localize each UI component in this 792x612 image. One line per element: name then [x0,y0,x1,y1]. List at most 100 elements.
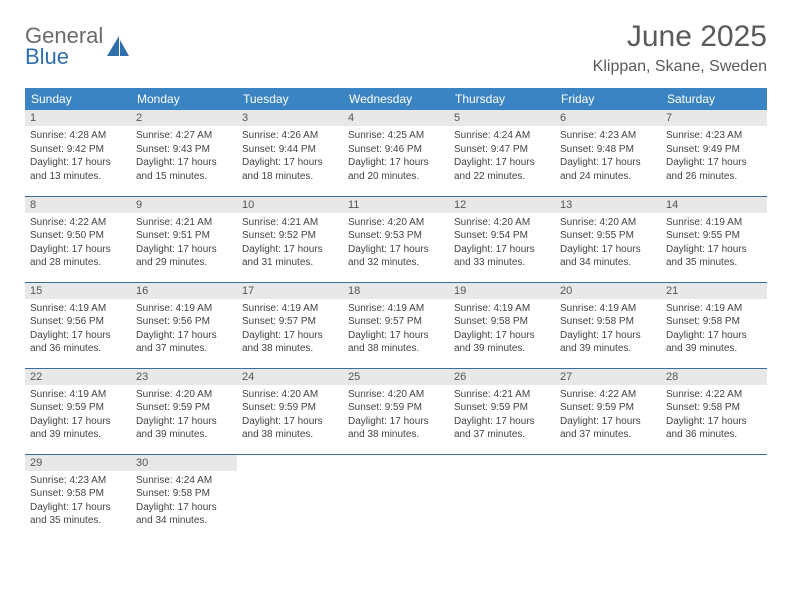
sunset-line: Sunset: 9:58 PM [30,488,104,499]
day-body: Sunrise: 4:26 AMSunset: 9:44 PMDaylight:… [237,126,343,187]
sunset-line: Sunset: 9:50 PM [30,230,104,241]
day-cell: 19Sunrise: 4:19 AMSunset: 9:58 PMDayligh… [449,282,555,368]
day-cell: 27Sunrise: 4:22 AMSunset: 9:59 PMDayligh… [555,368,661,454]
day-cell: 25Sunrise: 4:20 AMSunset: 9:59 PMDayligh… [343,368,449,454]
day-cell: 13Sunrise: 4:20 AMSunset: 9:55 PMDayligh… [555,196,661,282]
day-number-empty [343,455,449,471]
day-cell: 18Sunrise: 4:19 AMSunset: 9:57 PMDayligh… [343,282,449,368]
day-body: Sunrise: 4:19 AMSunset: 9:56 PMDaylight:… [25,299,131,360]
sunrise-line: Sunrise: 4:22 AM [30,217,106,228]
calendar-body: 1Sunrise: 4:28 AMSunset: 9:42 PMDaylight… [25,110,767,540]
day-number: 27 [555,369,661,385]
sunrise-line: Sunrise: 4:28 AM [30,130,106,141]
sunset-line: Sunset: 9:47 PM [454,144,528,155]
daylight-line: Daylight: 17 hours and 39 minutes. [666,330,747,355]
sunset-line: Sunset: 9:56 PM [30,316,104,327]
sunset-line: Sunset: 9:46 PM [348,144,422,155]
day-body: Sunrise: 4:22 AMSunset: 9:58 PMDaylight:… [661,385,767,446]
day-number: 23 [131,369,237,385]
sunrise-line: Sunrise: 4:24 AM [136,475,212,486]
sunrise-line: Sunrise: 4:20 AM [454,217,530,228]
day-body: Sunrise: 4:19 AMSunset: 9:58 PMDaylight:… [449,299,555,360]
day-number: 30 [131,455,237,471]
sunrise-line: Sunrise: 4:23 AM [560,130,636,141]
day-cell: 30Sunrise: 4:24 AMSunset: 9:58 PMDayligh… [131,454,237,540]
daylight-line: Daylight: 17 hours and 35 minutes. [666,244,747,269]
day-number: 17 [237,283,343,299]
sunrise-line: Sunrise: 4:19 AM [560,303,636,314]
calendar-table: SundayMondayTuesdayWednesdayThursdayFrid… [25,88,767,540]
daylight-line: Daylight: 17 hours and 28 minutes. [30,244,111,269]
sunrise-line: Sunrise: 4:24 AM [454,130,530,141]
sunset-line: Sunset: 9:58 PM [666,402,740,413]
daylight-line: Daylight: 17 hours and 38 minutes. [242,416,323,441]
daylight-line: Daylight: 17 hours and 36 minutes. [30,330,111,355]
sunset-line: Sunset: 9:59 PM [30,402,104,413]
sunset-line: Sunset: 9:44 PM [242,144,316,155]
daylight-line: Daylight: 17 hours and 20 minutes. [348,157,429,182]
sunset-line: Sunset: 9:55 PM [666,230,740,241]
daylight-line: Daylight: 17 hours and 33 minutes. [454,244,535,269]
daylight-line: Daylight: 17 hours and 26 minutes. [666,157,747,182]
day-cell: 29Sunrise: 4:23 AMSunset: 9:58 PMDayligh… [25,454,131,540]
day-number-empty [555,455,661,471]
day-number: 15 [25,283,131,299]
daylight-line: Daylight: 17 hours and 18 minutes. [242,157,323,182]
day-number-empty [661,455,767,471]
daylight-line: Daylight: 17 hours and 24 minutes. [560,157,641,182]
sunrise-line: Sunrise: 4:19 AM [454,303,530,314]
day-cell: 21Sunrise: 4:19 AMSunset: 9:58 PMDayligh… [661,282,767,368]
sunrise-line: Sunrise: 4:19 AM [136,303,212,314]
day-body: Sunrise: 4:27 AMSunset: 9:43 PMDaylight:… [131,126,237,187]
day-number: 18 [343,283,449,299]
daylight-line: Daylight: 17 hours and 31 minutes. [242,244,323,269]
sunrise-line: Sunrise: 4:21 AM [242,217,318,228]
day-number: 14 [661,197,767,213]
day-body: Sunrise: 4:19 AMSunset: 9:58 PMDaylight:… [555,299,661,360]
day-cell: 1Sunrise: 4:28 AMSunset: 9:42 PMDaylight… [25,110,131,196]
daylight-line: Daylight: 17 hours and 38 minutes. [348,416,429,441]
brand-logo: General Blue [25,20,131,68]
sunrise-line: Sunrise: 4:20 AM [560,217,636,228]
sunrise-line: Sunrise: 4:23 AM [30,475,106,486]
sunset-line: Sunset: 9:58 PM [560,316,634,327]
sunset-line: Sunset: 9:49 PM [666,144,740,155]
location-subtitle: Klippan, Skane, Sweden [593,58,767,76]
sunrise-line: Sunrise: 4:25 AM [348,130,424,141]
day-number: 24 [237,369,343,385]
day-body: Sunrise: 4:24 AMSunset: 9:47 PMDaylight:… [449,126,555,187]
day-number: 2 [131,110,237,126]
day-cell: 10Sunrise: 4:21 AMSunset: 9:52 PMDayligh… [237,196,343,282]
day-number: 12 [449,197,555,213]
daylight-line: Daylight: 17 hours and 32 minutes. [348,244,429,269]
daylight-line: Daylight: 17 hours and 15 minutes. [136,157,217,182]
sunrise-line: Sunrise: 4:20 AM [242,389,318,400]
day-cell: 11Sunrise: 4:20 AMSunset: 9:53 PMDayligh… [343,196,449,282]
day-body: Sunrise: 4:19 AMSunset: 9:57 PMDaylight:… [343,299,449,360]
day-number: 7 [661,110,767,126]
sunrise-line: Sunrise: 4:19 AM [666,303,742,314]
weekday-header: Wednesday [343,88,449,110]
day-body: Sunrise: 4:23 AMSunset: 9:48 PMDaylight:… [555,126,661,187]
day-cell: 6Sunrise: 4:23 AMSunset: 9:48 PMDaylight… [555,110,661,196]
day-cell: 7Sunrise: 4:23 AMSunset: 9:49 PMDaylight… [661,110,767,196]
day-number: 10 [237,197,343,213]
day-cell: 20Sunrise: 4:19 AMSunset: 9:58 PMDayligh… [555,282,661,368]
weekday-header: Thursday [449,88,555,110]
day-body: Sunrise: 4:23 AMSunset: 9:49 PMDaylight:… [661,126,767,187]
sunset-line: Sunset: 9:59 PM [242,402,316,413]
sunset-line: Sunset: 9:59 PM [348,402,422,413]
day-cell: 9Sunrise: 4:21 AMSunset: 9:51 PMDaylight… [131,196,237,282]
daylight-line: Daylight: 17 hours and 39 minutes. [454,330,535,355]
sunrise-line: Sunrise: 4:20 AM [348,217,424,228]
day-body: Sunrise: 4:20 AMSunset: 9:55 PMDaylight:… [555,213,661,274]
week-row: 8Sunrise: 4:22 AMSunset: 9:50 PMDaylight… [25,196,767,282]
day-body: Sunrise: 4:20 AMSunset: 9:59 PMDaylight:… [343,385,449,446]
daylight-line: Daylight: 17 hours and 34 minutes. [136,502,217,527]
day-number: 11 [343,197,449,213]
daylight-line: Daylight: 17 hours and 38 minutes. [348,330,429,355]
day-cell: 14Sunrise: 4:19 AMSunset: 9:55 PMDayligh… [661,196,767,282]
day-number-empty [237,455,343,471]
day-cell [661,454,767,540]
day-number: 21 [661,283,767,299]
